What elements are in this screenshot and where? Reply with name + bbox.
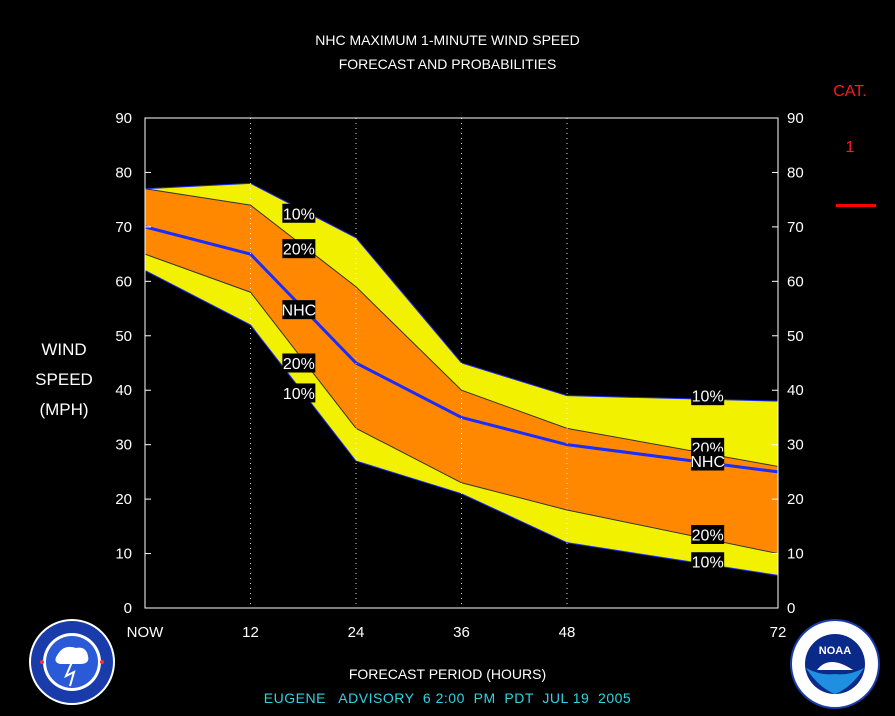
y-axis-label-line2: SPEED <box>35 370 93 389</box>
y-axis-label-line1: WIND <box>41 340 87 359</box>
x-tick-label: 48 <box>559 624 576 641</box>
y-tick-label-right: 0 <box>787 600 795 617</box>
y-tick-label-left: 40 <box>115 382 132 399</box>
y-tick-label-right: 90 <box>787 110 804 127</box>
x-tick-label: NOW <box>127 624 165 641</box>
series-label: 10% <box>283 206 315 223</box>
series-label: 20% <box>283 356 315 373</box>
y-tick-label-left: 50 <box>115 328 132 345</box>
series-label: 10% <box>692 555 724 572</box>
y-tick-label-right: 40 <box>787 382 804 399</box>
series-label-box <box>282 353 316 373</box>
y-tick-label-left: 70 <box>115 219 132 236</box>
series-label-box <box>691 451 725 471</box>
y-axis-label-line3: (MPH) <box>39 400 89 419</box>
category-value: 1 <box>845 139 855 156</box>
series-label-box <box>282 300 316 320</box>
y-tick-label-right: 60 <box>787 273 804 290</box>
series-label: 20% <box>692 528 724 545</box>
series-label-box <box>691 386 725 406</box>
y-tick-label-right: 50 <box>787 328 804 345</box>
plot-frame <box>144 117 779 609</box>
x-axis-label: FORECAST PERIOD (HOURS) <box>348 666 547 682</box>
series-label-box <box>282 239 316 259</box>
series-label: 10% <box>692 389 724 406</box>
series-label-box <box>691 552 725 572</box>
y-tick-label-right: 30 <box>787 437 804 454</box>
series-label-box <box>282 383 316 403</box>
y-tick-label-right: 80 <box>787 164 804 181</box>
category-marker <box>836 204 876 207</box>
x-tick-label: 24 <box>348 624 365 641</box>
y-tick-label-right: 70 <box>787 219 804 236</box>
chart-title-line1: NHC MAXIMUM 1-MINUTE WIND SPEED <box>315 32 580 48</box>
y-tick-label-right: 20 <box>787 491 804 508</box>
series-20-upper-line <box>144 188 779 467</box>
y-tick-label-left: 80 <box>115 164 132 181</box>
advisory-text: EUGENE ADVISORY 6 2:00 PM PDT JUL 19 200… <box>263 690 632 706</box>
y-tick-label-left: 60 <box>115 273 132 290</box>
svg-text:NOAA: NOAA <box>819 645 851 657</box>
category-header: CAT. <box>833 83 867 100</box>
series-label: 10% <box>283 386 315 403</box>
nws-logo <box>29 619 115 705</box>
y-tick-label-right: 10 <box>787 546 804 563</box>
y-tick-label-left: 20 <box>115 491 132 508</box>
x-tick-label: 12 <box>242 624 259 641</box>
series-10-lower-line <box>144 269 779 576</box>
y-tick-label-left: 0 <box>124 600 132 617</box>
band-20-percent <box>145 188 778 554</box>
series-10-upper-line <box>144 182 779 402</box>
series-20-lower-line <box>144 253 779 555</box>
y-tick-label-left: 30 <box>115 437 132 454</box>
series-label: 20% <box>283 242 315 259</box>
noaa-logo: NOAA <box>790 619 880 709</box>
series-label: NHC <box>690 454 725 471</box>
x-tick-label: 72 <box>770 624 787 641</box>
series-label-box <box>691 525 725 544</box>
series-label-box <box>282 203 316 223</box>
chart-title-line2: FORECAST AND PROBABILITIES <box>338 56 557 72</box>
x-tick-label: 36 <box>453 624 470 641</box>
y-tick-label-left: 90 <box>115 110 132 127</box>
series-nhc-line <box>144 225 779 474</box>
y-tick-label-left: 10 <box>115 546 132 563</box>
series-label: NHC <box>282 303 317 320</box>
